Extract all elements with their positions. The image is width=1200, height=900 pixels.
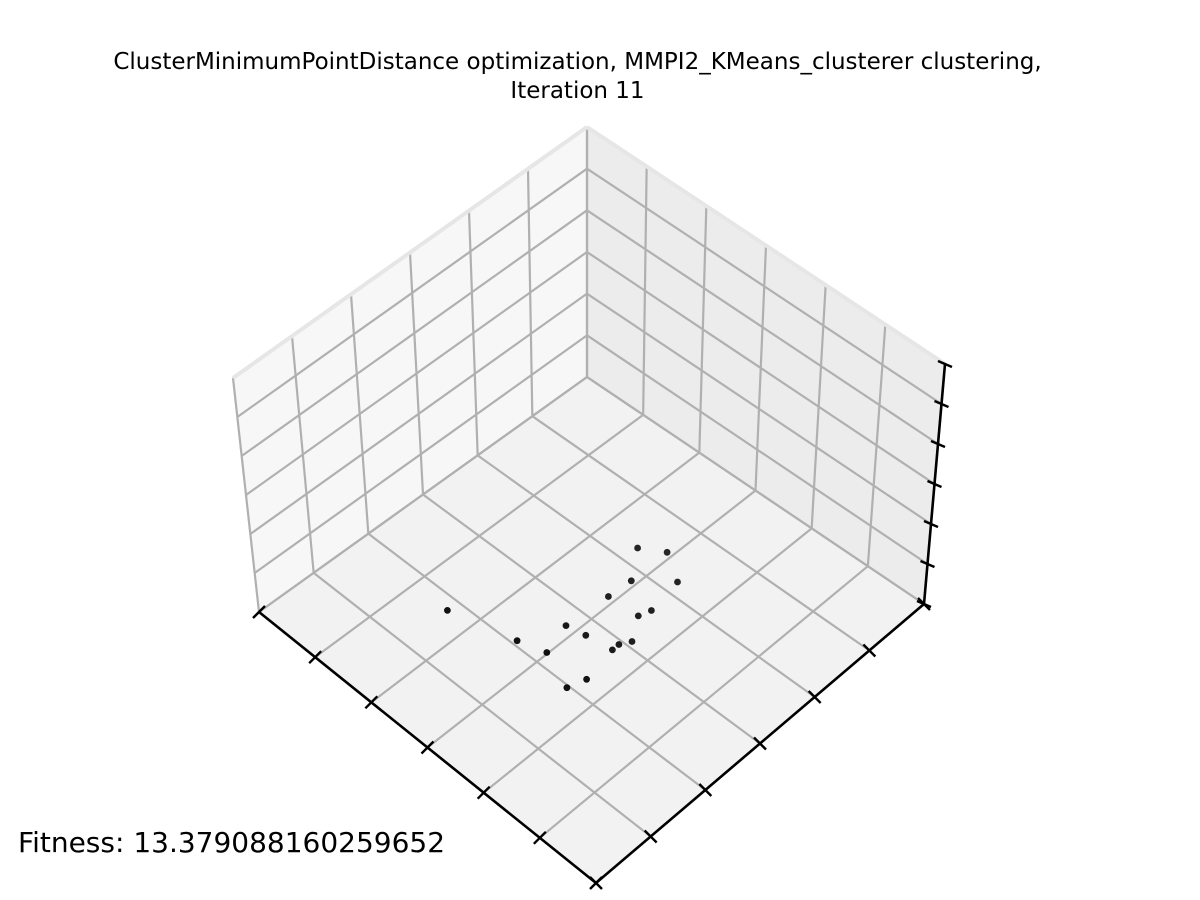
data-point xyxy=(609,646,616,654)
z-axis-line-tick xyxy=(934,399,949,409)
pane-edge xyxy=(231,125,589,380)
y-axis-line-tick xyxy=(807,690,822,704)
x-axis-line-tick xyxy=(252,605,266,619)
z-axis-line-tick xyxy=(927,479,942,489)
y-axis-line-tick xyxy=(862,643,877,658)
floor-pane xyxy=(259,377,924,883)
chart-title: ClusterMinimumPointDistance optimization… xyxy=(70,48,1085,106)
data-point xyxy=(674,578,681,586)
data-point xyxy=(628,638,636,645)
data-point xyxy=(563,684,571,692)
left-wall-pane xyxy=(233,127,587,612)
chart-title-line-2: Iteration 11 xyxy=(510,78,645,104)
x-axis-line-tick xyxy=(364,695,379,710)
y-axis-line-tick xyxy=(698,783,713,797)
right-wall-pane xyxy=(587,127,945,604)
axis-lines xyxy=(252,359,953,890)
z-axis-line-tick xyxy=(916,599,932,609)
data-point xyxy=(444,607,451,614)
data-point xyxy=(627,577,635,585)
right-wall-grid-line xyxy=(586,167,943,405)
left-wall-grid-line xyxy=(231,377,261,613)
z-axis-line-tick xyxy=(923,519,939,529)
fitness-value: 13.379088160259652 xyxy=(133,826,446,859)
data-point xyxy=(583,675,590,683)
data-point xyxy=(543,649,551,656)
pane-edge xyxy=(585,125,947,366)
x-axis-line-tick xyxy=(308,650,323,665)
z-axis-line-tick xyxy=(920,559,935,569)
data-point xyxy=(634,612,642,620)
left-wall-grid-line xyxy=(236,167,588,418)
x-axis-line-tick xyxy=(476,785,491,800)
data-point xyxy=(562,622,570,629)
y-axis-line-tick xyxy=(643,829,658,844)
fitness-annotation: Fitness: 13.379088160259652 xyxy=(18,826,445,859)
floor-grid-line xyxy=(312,571,652,838)
x-axis-line-tick xyxy=(532,830,547,845)
fitness-label: Fitness: xyxy=(18,826,134,859)
data-point xyxy=(513,637,521,645)
data-point xyxy=(634,544,641,552)
z-axis-line-tick xyxy=(937,359,953,369)
data-point xyxy=(582,631,590,639)
axis-panes xyxy=(233,127,945,883)
data-point xyxy=(615,641,623,648)
data-point xyxy=(605,593,612,600)
data-point xyxy=(648,607,655,614)
z-axis-line-tick xyxy=(930,439,946,449)
data-points xyxy=(444,544,681,692)
x-axis-line-tick xyxy=(420,740,435,755)
chart-title-line-1: ClusterMinimumPointDistance optimization… xyxy=(113,49,1042,75)
y-axis-line-tick xyxy=(753,736,767,751)
y-axis-line-tick xyxy=(589,876,603,890)
data-point xyxy=(663,548,671,556)
